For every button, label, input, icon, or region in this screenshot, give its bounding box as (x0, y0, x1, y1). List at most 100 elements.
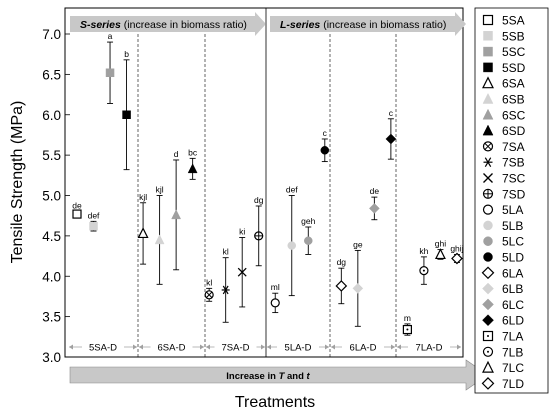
group-bracket-arrow-left (69, 344, 73, 350)
legend-marker (482, 76, 494, 89)
marker-diamond-open (335, 280, 348, 292)
significance-label: c (323, 128, 328, 138)
significance-label: ghij (450, 243, 463, 253)
y-tick-label: 3.0 (42, 350, 61, 365)
marker-square-filled (89, 221, 98, 231)
legend-item-5sb: 5SB (483, 29, 525, 43)
legend-marker (481, 266, 495, 280)
significance-label: dg (337, 257, 347, 267)
legend-item-7sc: 7SC (483, 172, 526, 186)
significance-label: c (389, 108, 394, 118)
y-tick-label: 6.5 (42, 67, 61, 82)
legend-label: 7LB (502, 345, 523, 359)
legend-label: 6LA (502, 266, 523, 280)
legend-marker (482, 14, 494, 26)
legend-label: 6LD (502, 314, 524, 328)
s-series-suffix: (increase in biomass ratio) (121, 19, 247, 31)
legend-marker (482, 92, 494, 104)
legend-item-5sc: 5SC (483, 45, 526, 59)
legend-item-7sd: 7SD (482, 187, 526, 201)
bottom-arrow-text-b: and (284, 371, 306, 382)
legend-marker (482, 298, 494, 311)
legend-item-6lc: 6LC (482, 298, 524, 312)
group-bracket-arrow-right (261, 344, 265, 350)
bottom-arrow: Increase in T and t (69, 359, 489, 391)
marker-triangle-filled (187, 163, 198, 174)
legend-marker (482, 108, 494, 120)
legend-item-6la: 6LA (481, 266, 523, 280)
legend-item-5la: 5LA (482, 203, 523, 217)
group-bracket-arrow-left (139, 344, 143, 350)
legend-item-7sa: 7SA (482, 140, 525, 154)
bottom-arrow-text-t: t (307, 371, 311, 382)
marker-triangle-filled (154, 234, 165, 245)
significance-label: geh (301, 216, 315, 226)
legend-marker (483, 157, 493, 168)
y-tick-label: 6.0 (42, 108, 61, 123)
group-brackets: 5SA-D 6SA-D 7SA-D 5LA-D 6LA-D 7LA-D (69, 341, 461, 354)
bottom-arrow-label: Increase in T and t (226, 371, 310, 382)
legend-marker (482, 346, 494, 357)
legend-marker (482, 124, 494, 136)
legend-item-5ld: 5LD (483, 251, 524, 265)
legend-item-5lc: 5LC (483, 235, 524, 249)
legend-marker (482, 360, 494, 373)
legend-marker (483, 46, 493, 57)
legend-label: 5LB (502, 219, 523, 233)
legend-label: 5SA (502, 14, 525, 28)
legend-label: 6SA (502, 77, 525, 91)
data-point-5sa: de (72, 201, 82, 219)
significance-label: kjl (139, 192, 147, 202)
legend-marker (483, 62, 493, 73)
data-point-7sa: kl (204, 277, 214, 302)
marker-square-open (72, 209, 82, 219)
y-axis: 3.0 3.5 4.0 4.5 5.0 5.5 6.0 6.5 7.0 (42, 27, 70, 365)
legend-item-6ld: 6LD (482, 314, 524, 328)
data-point-6lb: ge (352, 239, 364, 327)
data-point-6ld: c (385, 108, 397, 160)
legend-label: 5SC (502, 45, 526, 59)
group-bracket-arrow-left (331, 344, 335, 350)
marker-square-filled (122, 110, 131, 119)
legend-item-5lb: 5LB (483, 219, 523, 233)
data-point-6lc: de (369, 186, 380, 221)
data-point-5sd: b (122, 49, 131, 171)
y-tick-label: 3.5 (42, 310, 61, 325)
y-axis-title: Tensile Strength (MPa) (9, 101, 26, 264)
marker-diamond-filled (352, 283, 364, 294)
legend-item-6sd: 6SD (482, 124, 526, 138)
plot-frame (64, 7, 464, 358)
legend-label: 5LC (502, 235, 524, 249)
marker-triangle-open (434, 248, 446, 260)
legend-item-6sc: 6SC (482, 108, 526, 122)
data-point-7sb: kl (221, 247, 230, 323)
marker-asterisk (221, 285, 230, 295)
data-point-5lb: def (286, 185, 298, 297)
group-dividers (137, 34, 397, 357)
l-series-prefix: L-series (280, 19, 320, 31)
y-tick-label: 4.5 (42, 229, 61, 244)
legend-item-6sa: 6SA (482, 76, 525, 91)
legend-label: 7SD (502, 187, 526, 201)
group-label-bg (82, 341, 124, 353)
group-bracket-arrow-right (391, 344, 395, 350)
significance-label: d (174, 149, 179, 159)
group-label-bg (277, 341, 319, 353)
legend-marker (482, 188, 494, 199)
group-bracket-arrow-left (206, 344, 210, 350)
s-series-prefix: S-series (80, 19, 121, 31)
significance-label: def (88, 210, 100, 220)
legend-label: 6SB (502, 93, 525, 107)
data-point-6sb: kjl (154, 185, 165, 285)
data-point-6sa: kjl (137, 192, 149, 265)
group-label-bg (214, 341, 257, 353)
significance-label: ml (271, 282, 280, 292)
legend-label: 7LA (502, 330, 523, 344)
legend-marker (482, 204, 494, 215)
legend-marker (482, 141, 494, 152)
svg-text:L-series (increase in biomass: L-series (increase in biomass ratio) (280, 19, 446, 31)
group-label: 6LA-D (350, 343, 377, 354)
group-bracket-arrow-right (457, 344, 461, 350)
data-point-6sd: bc (187, 147, 198, 180)
significance-label: b (124, 49, 129, 59)
